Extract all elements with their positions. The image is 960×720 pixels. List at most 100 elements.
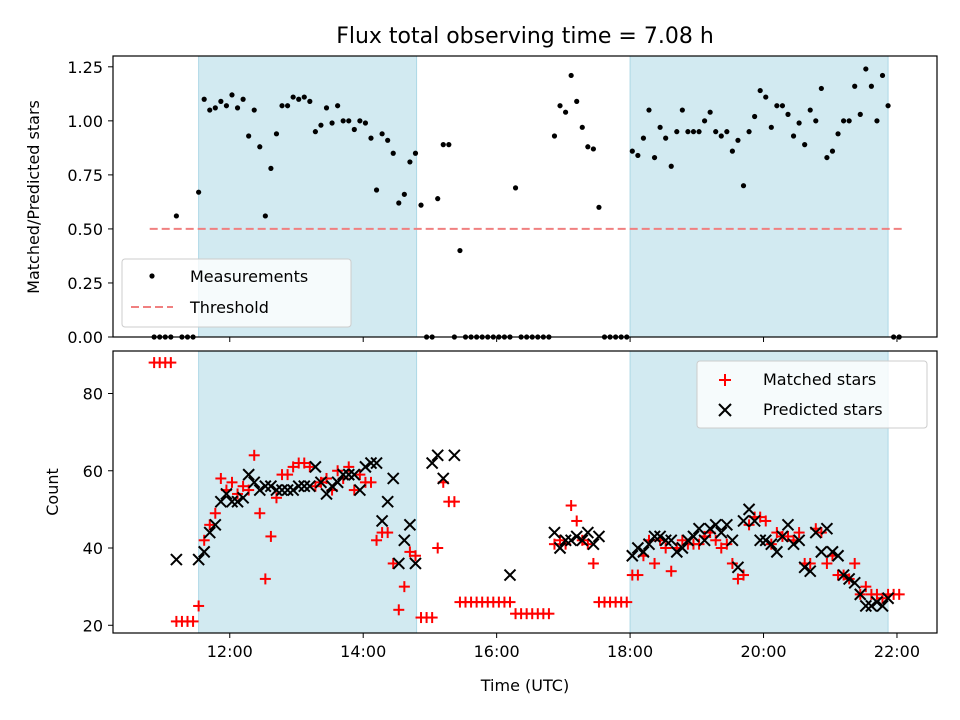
matched-star-point (387, 557, 399, 569)
measurement-point (846, 118, 852, 124)
measurements-legend-label: Measurements (190, 267, 308, 286)
predicted-star-point (781, 518, 795, 532)
matched-star-point (332, 465, 344, 477)
predicted-star-point (820, 522, 834, 535)
measurement-point (335, 103, 341, 109)
matched-star-point (815, 527, 827, 539)
measurement-point (301, 94, 307, 100)
measurement-point (663, 135, 669, 141)
matched-star-point (793, 527, 805, 539)
predicted-star-point (359, 460, 372, 474)
matched-star-point (270, 492, 282, 504)
predicted-star-point (281, 483, 294, 497)
predicted-star-point (676, 541, 689, 555)
measurement-point (296, 96, 302, 102)
predicted-star-point (203, 526, 216, 539)
predicted-star-point (192, 553, 205, 566)
y-tick-label: 60 (83, 462, 103, 481)
ratio-panel: 0.00 0.25 0.50 0.75 1.00 1.25 Matched/Predict… (24, 55, 938, 347)
matched-star-point (587, 557, 599, 569)
measurement-point (401, 191, 407, 197)
y-tick-label: 0.00 (67, 328, 103, 347)
measurement-point (562, 109, 569, 115)
matched-star-point (209, 507, 221, 519)
measurement-point (596, 204, 602, 210)
predicted-star-point (286, 483, 300, 497)
predicted-star-point (648, 530, 661, 543)
measurement-point (857, 111, 863, 117)
measurement-point (257, 144, 263, 150)
measurement-point (807, 107, 813, 113)
chart-title: Flux total observing time = 7.08 h (336, 24, 714, 49)
measurement-point (763, 94, 769, 100)
matched-star-point (665, 565, 677, 577)
matched-star-point (237, 480, 249, 492)
predicted-star-point (253, 483, 266, 497)
measurement-point (196, 189, 202, 195)
predicted-star-point (370, 456, 383, 470)
measurement-point (757, 87, 763, 94)
predicted-star-point (842, 572, 856, 586)
matched-star-point (771, 527, 783, 539)
predicted-star-point (348, 468, 361, 481)
predicted-star-point (765, 537, 778, 551)
ratio-panel-y-ticks: 0.00 0.25 0.50 0.75 1.00 1.25 (67, 58, 113, 347)
predicted-star-point (448, 449, 461, 462)
measurement-point (696, 129, 702, 135)
matched-star-point (782, 530, 794, 542)
predicted-star-point (665, 534, 678, 547)
x-axis-label: Time (UTC) (480, 676, 569, 695)
predicted-star-point (270, 483, 283, 497)
measurement-point (212, 105, 218, 111)
matched-star-point (738, 569, 750, 581)
matched-star-point (743, 519, 755, 531)
measurement-point (657, 124, 663, 130)
measurement-point (240, 96, 246, 102)
measurement-point (284, 103, 291, 109)
matched-star-point (215, 472, 227, 484)
measurement-point (262, 213, 268, 219)
measurement-point (740, 183, 747, 189)
measurement-point (874, 118, 880, 124)
measurement-point (729, 148, 735, 154)
matched-star-point (343, 461, 355, 473)
predicted-star-point (409, 557, 422, 570)
matched-star-point (348, 484, 360, 496)
predicted-star-point (742, 503, 756, 516)
predicted-star-point (831, 549, 845, 562)
measurement-point (818, 85, 824, 92)
matched-star-point (821, 557, 833, 569)
measurement-point (207, 107, 213, 113)
matched-star-point (860, 581, 872, 593)
measurement-point (840, 118, 847, 124)
measurement-point (713, 129, 719, 135)
measurement-point (640, 135, 647, 141)
predicted-star-point (209, 518, 222, 532)
predicted-star-point (881, 592, 895, 605)
ratio-y-axis-label: Matched/Predicted stars (24, 100, 43, 294)
matched-star-point (871, 588, 883, 600)
predicted-star-point (431, 449, 444, 462)
measurement-point (752, 113, 758, 120)
measurement-point (223, 103, 230, 109)
measurement-point (551, 133, 558, 139)
matched-star-point (226, 476, 238, 488)
matched-star-point (321, 472, 333, 484)
predicted-star-point (248, 476, 261, 489)
measurement-point (796, 120, 802, 126)
predicted-star-point (553, 541, 567, 555)
matched-star-point (649, 557, 661, 569)
predicted-star-point (364, 456, 378, 470)
measurement-point (885, 103, 891, 109)
predicted-star-point (848, 576, 861, 589)
predicted-star-point (726, 534, 739, 547)
measurement-point (785, 111, 791, 117)
predicted-star-point (859, 599, 873, 613)
matched-star-point (432, 542, 444, 554)
predicted-star-point (809, 526, 822, 539)
x-tick-label: 20:00 (740, 642, 786, 661)
measurement-point (590, 146, 596, 152)
predicted-star-point (720, 518, 734, 532)
measurement-point (218, 98, 224, 104)
measurement-point (557, 103, 563, 109)
